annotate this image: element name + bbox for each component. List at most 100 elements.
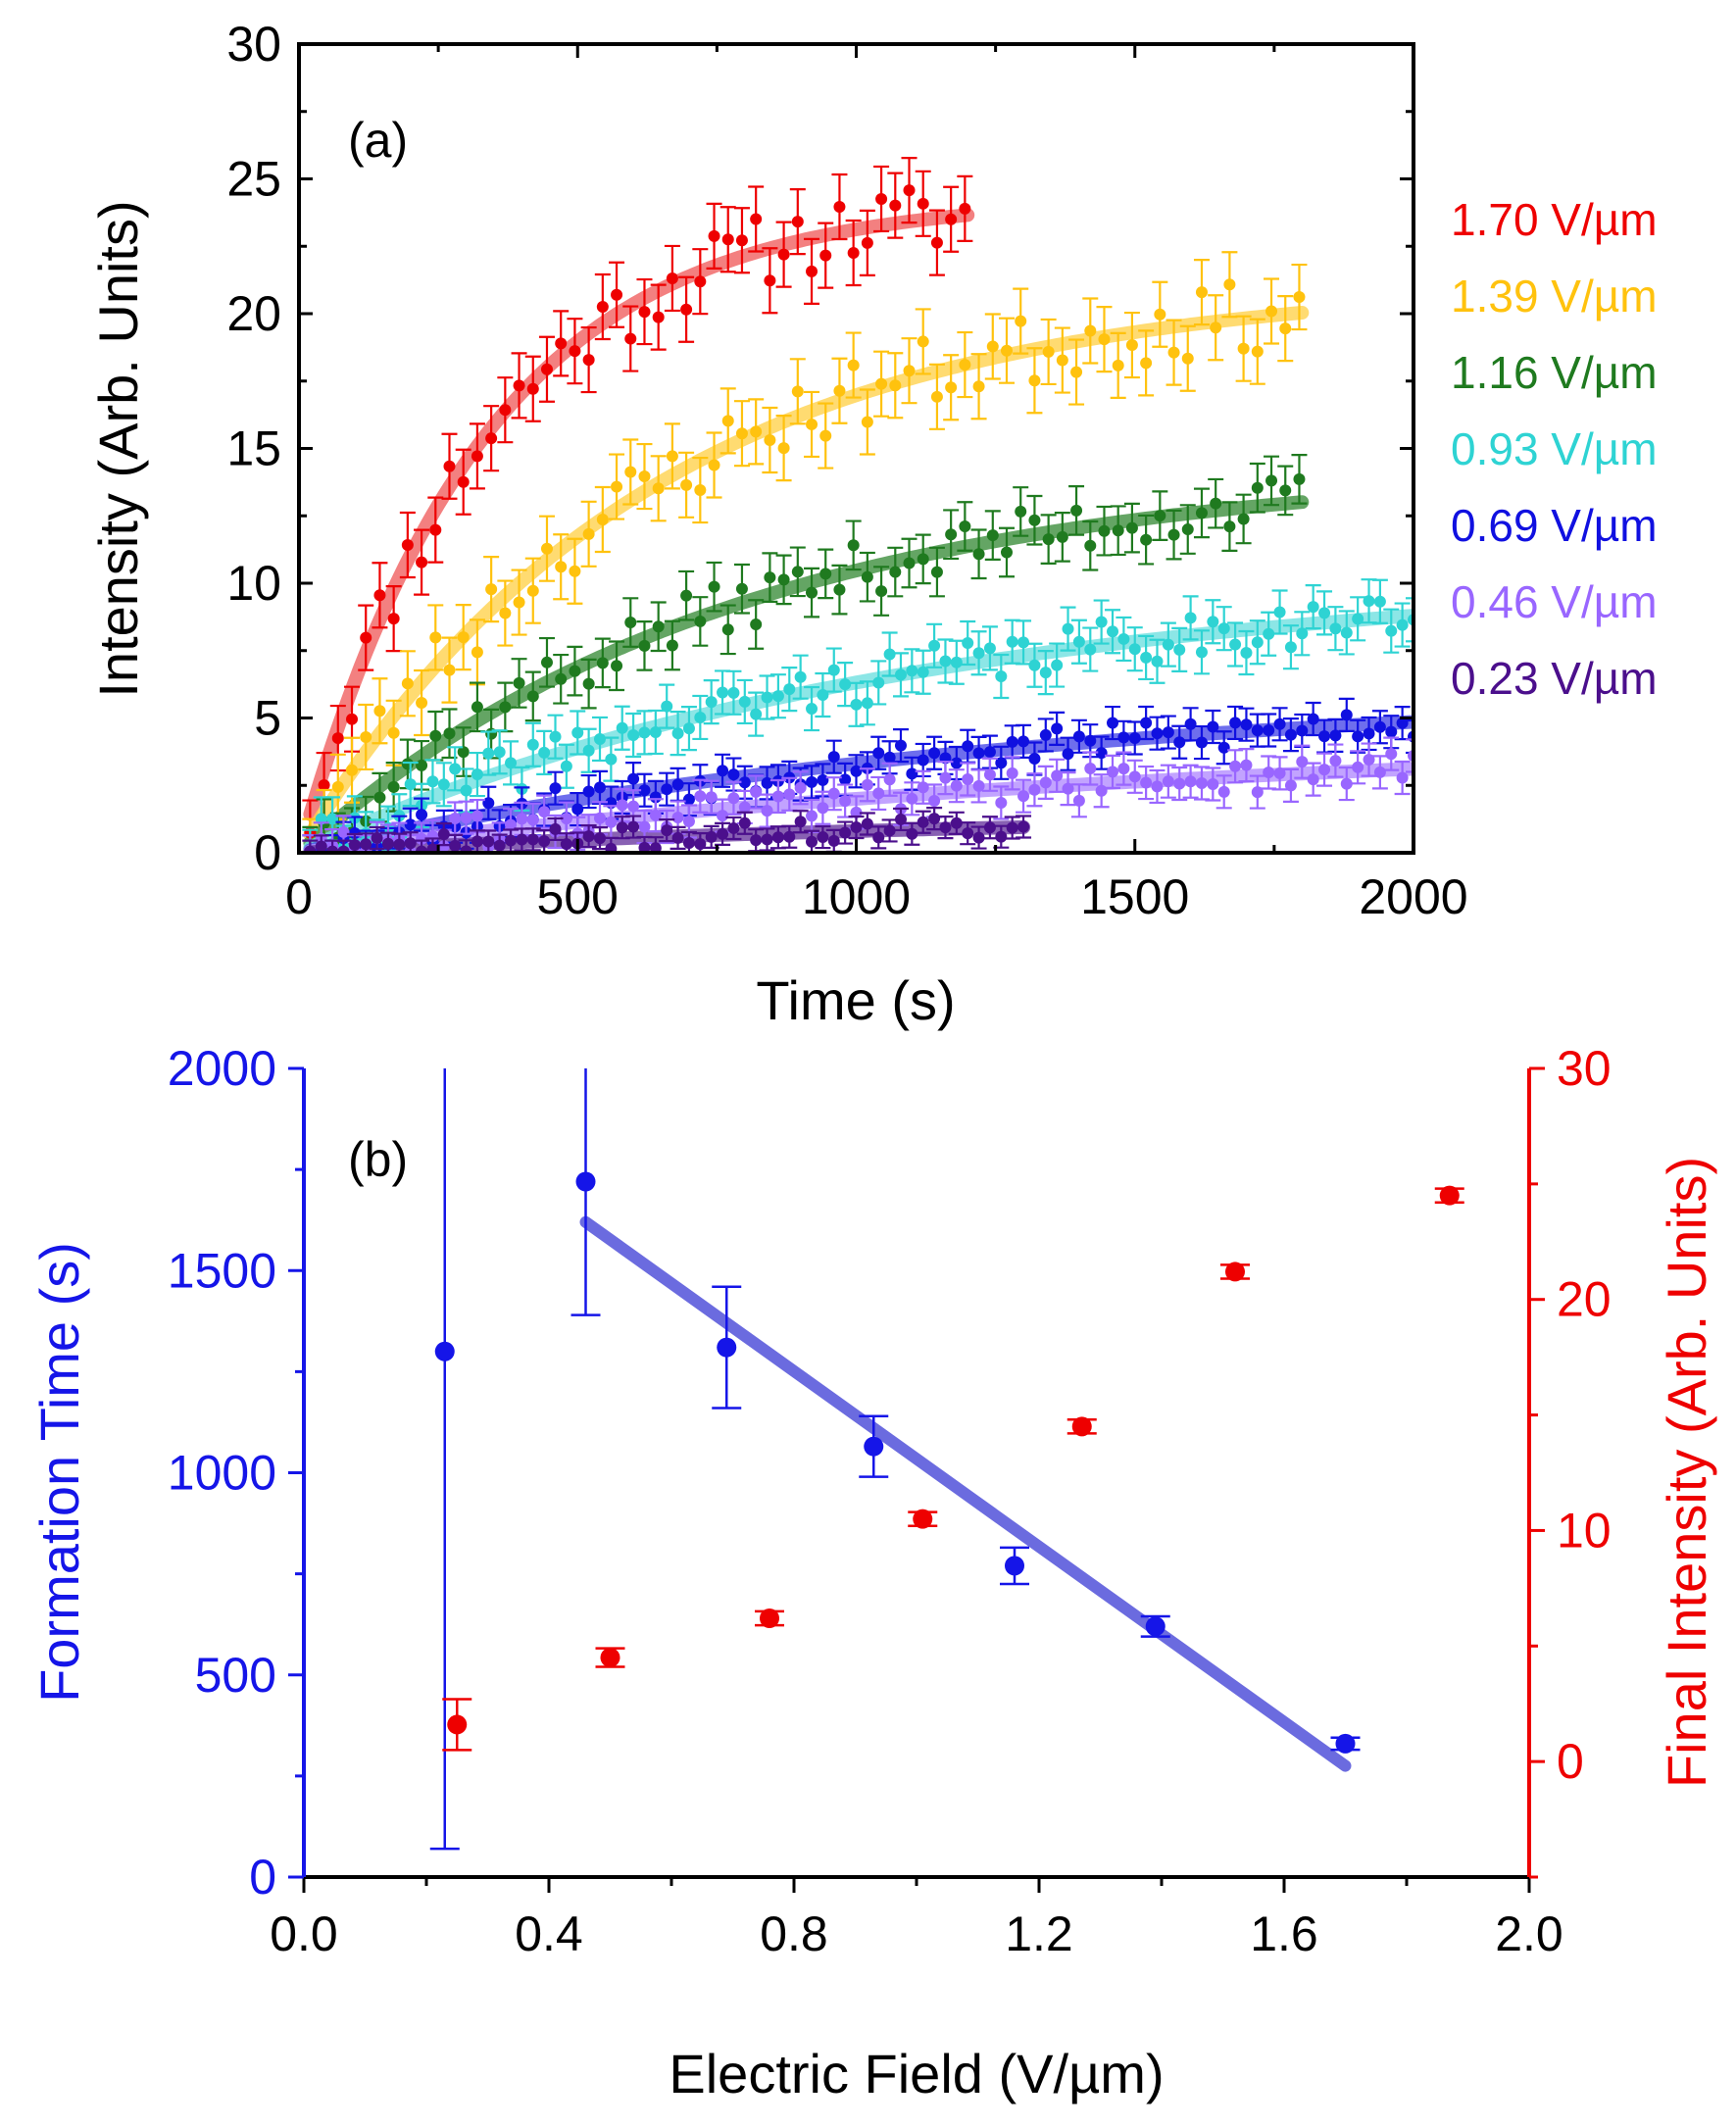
data-point: [806, 586, 818, 599]
data-point: [771, 690, 784, 703]
data-point: [387, 726, 400, 739]
data-point: [827, 664, 840, 676]
data-point: [972, 779, 985, 792]
data-point: [387, 780, 400, 793]
data-point: [1112, 359, 1124, 371]
data-point: [1051, 722, 1064, 735]
data-point: [1340, 709, 1353, 721]
data-point: [972, 747, 985, 760]
data-point: [443, 727, 456, 740]
data-point: [777, 248, 790, 261]
data-point: [348, 839, 361, 852]
data-point: [727, 768, 740, 781]
data-point: [903, 365, 916, 377]
data-point: [1056, 354, 1068, 367]
panel-a-y-tick-label: 30: [226, 17, 281, 72]
data-point: [708, 580, 720, 593]
data-point: [1084, 539, 1097, 552]
data-point: [721, 233, 734, 246]
data-point: [596, 657, 609, 669]
data-point: [652, 311, 665, 323]
data-point: [986, 340, 999, 353]
data-point: [717, 827, 729, 840]
panel-a-y-axis-title: Intensity (Arb. Units): [87, 200, 149, 697]
data-point: [652, 620, 665, 633]
panel-b-right-tick-label: 10: [1557, 1503, 1612, 1558]
data-point: [945, 381, 958, 394]
data-point: [806, 418, 818, 430]
data-point: [708, 229, 720, 242]
data-point: [1107, 625, 1119, 638]
formation-time-point: [859, 1414, 889, 1478]
data-point: [429, 729, 442, 742]
data-point: [1006, 821, 1018, 834]
data-point: [1273, 606, 1286, 619]
data-point: [906, 792, 918, 805]
data-point: [569, 565, 581, 577]
final-intensity-point: [1434, 1185, 1464, 1206]
panel-a-x-axis-title: Time (s): [756, 969, 955, 1031]
data-point: [1039, 667, 1052, 679]
data-point: [560, 813, 572, 825]
panel-a-x-tick-label: 2000: [1359, 869, 1467, 924]
panel-b-left-tick-label: 500: [195, 1648, 276, 1703]
data-point: [526, 584, 539, 597]
panel-b-right-axis-title: Final Intensity (Arb. Units): [1656, 1157, 1717, 1788]
data-point: [1396, 717, 1409, 729]
data-point: [1329, 622, 1342, 635]
data-point: [917, 335, 929, 348]
data-point: [817, 802, 829, 815]
data-point: [471, 835, 483, 848]
data-point: [1151, 780, 1164, 793]
data-point: [1070, 504, 1083, 517]
data-point: [516, 833, 528, 846]
data-point: [894, 668, 907, 681]
panel-a-x-tick-label: 500: [537, 869, 619, 924]
data-point: [738, 695, 751, 708]
data-point: [930, 236, 943, 249]
data-point: [1265, 305, 1278, 318]
data-point: [471, 701, 483, 714]
data-point: [950, 817, 963, 829]
data-point: [1006, 735, 1018, 748]
data-point: [1251, 481, 1264, 494]
panel-b-x-tick-label: 1.2: [1005, 1906, 1073, 1961]
data-point: [1154, 510, 1166, 522]
data-point: [593, 812, 606, 824]
data-point: [1385, 725, 1398, 738]
data-point: [1251, 345, 1264, 358]
panel-b-left-axis-title: Formation Time (s): [28, 1242, 90, 1703]
data-point: [1251, 724, 1264, 737]
data-point: [627, 800, 640, 813]
data-point: [373, 705, 386, 718]
data-point: [1195, 646, 1208, 659]
data-point: [393, 838, 406, 851]
data-point: [661, 783, 673, 796]
data-point: [847, 359, 860, 371]
data-point: [582, 527, 595, 540]
data-point: [1195, 286, 1208, 299]
data-point: [1263, 723, 1275, 736]
data-point: [945, 213, 958, 225]
data-point: [1028, 783, 1041, 796]
data-point: [605, 842, 618, 853]
data-point: [571, 803, 584, 816]
data-point: [930, 566, 943, 578]
data-point: [555, 561, 568, 573]
data-point: [346, 713, 359, 725]
data-point: [1363, 727, 1375, 740]
data-point: [760, 1608, 779, 1628]
data-point: [582, 785, 595, 798]
data-point: [493, 746, 506, 759]
data-point: [627, 772, 640, 785]
data-point: [928, 747, 941, 760]
data-point: [1195, 776, 1208, 789]
panel-a-time-series: 0 500 1000 1500 2000 0 5 10 15 20 25 30 (a) Time (…: [87, 17, 1658, 1031]
data-point: [1015, 315, 1027, 327]
data-point: [471, 646, 483, 659]
formation-time-point: [1140, 1614, 1170, 1638]
data-point: [1181, 523, 1194, 536]
data-point: [839, 678, 852, 691]
data-point: [540, 656, 553, 668]
data-point: [917, 553, 929, 566]
